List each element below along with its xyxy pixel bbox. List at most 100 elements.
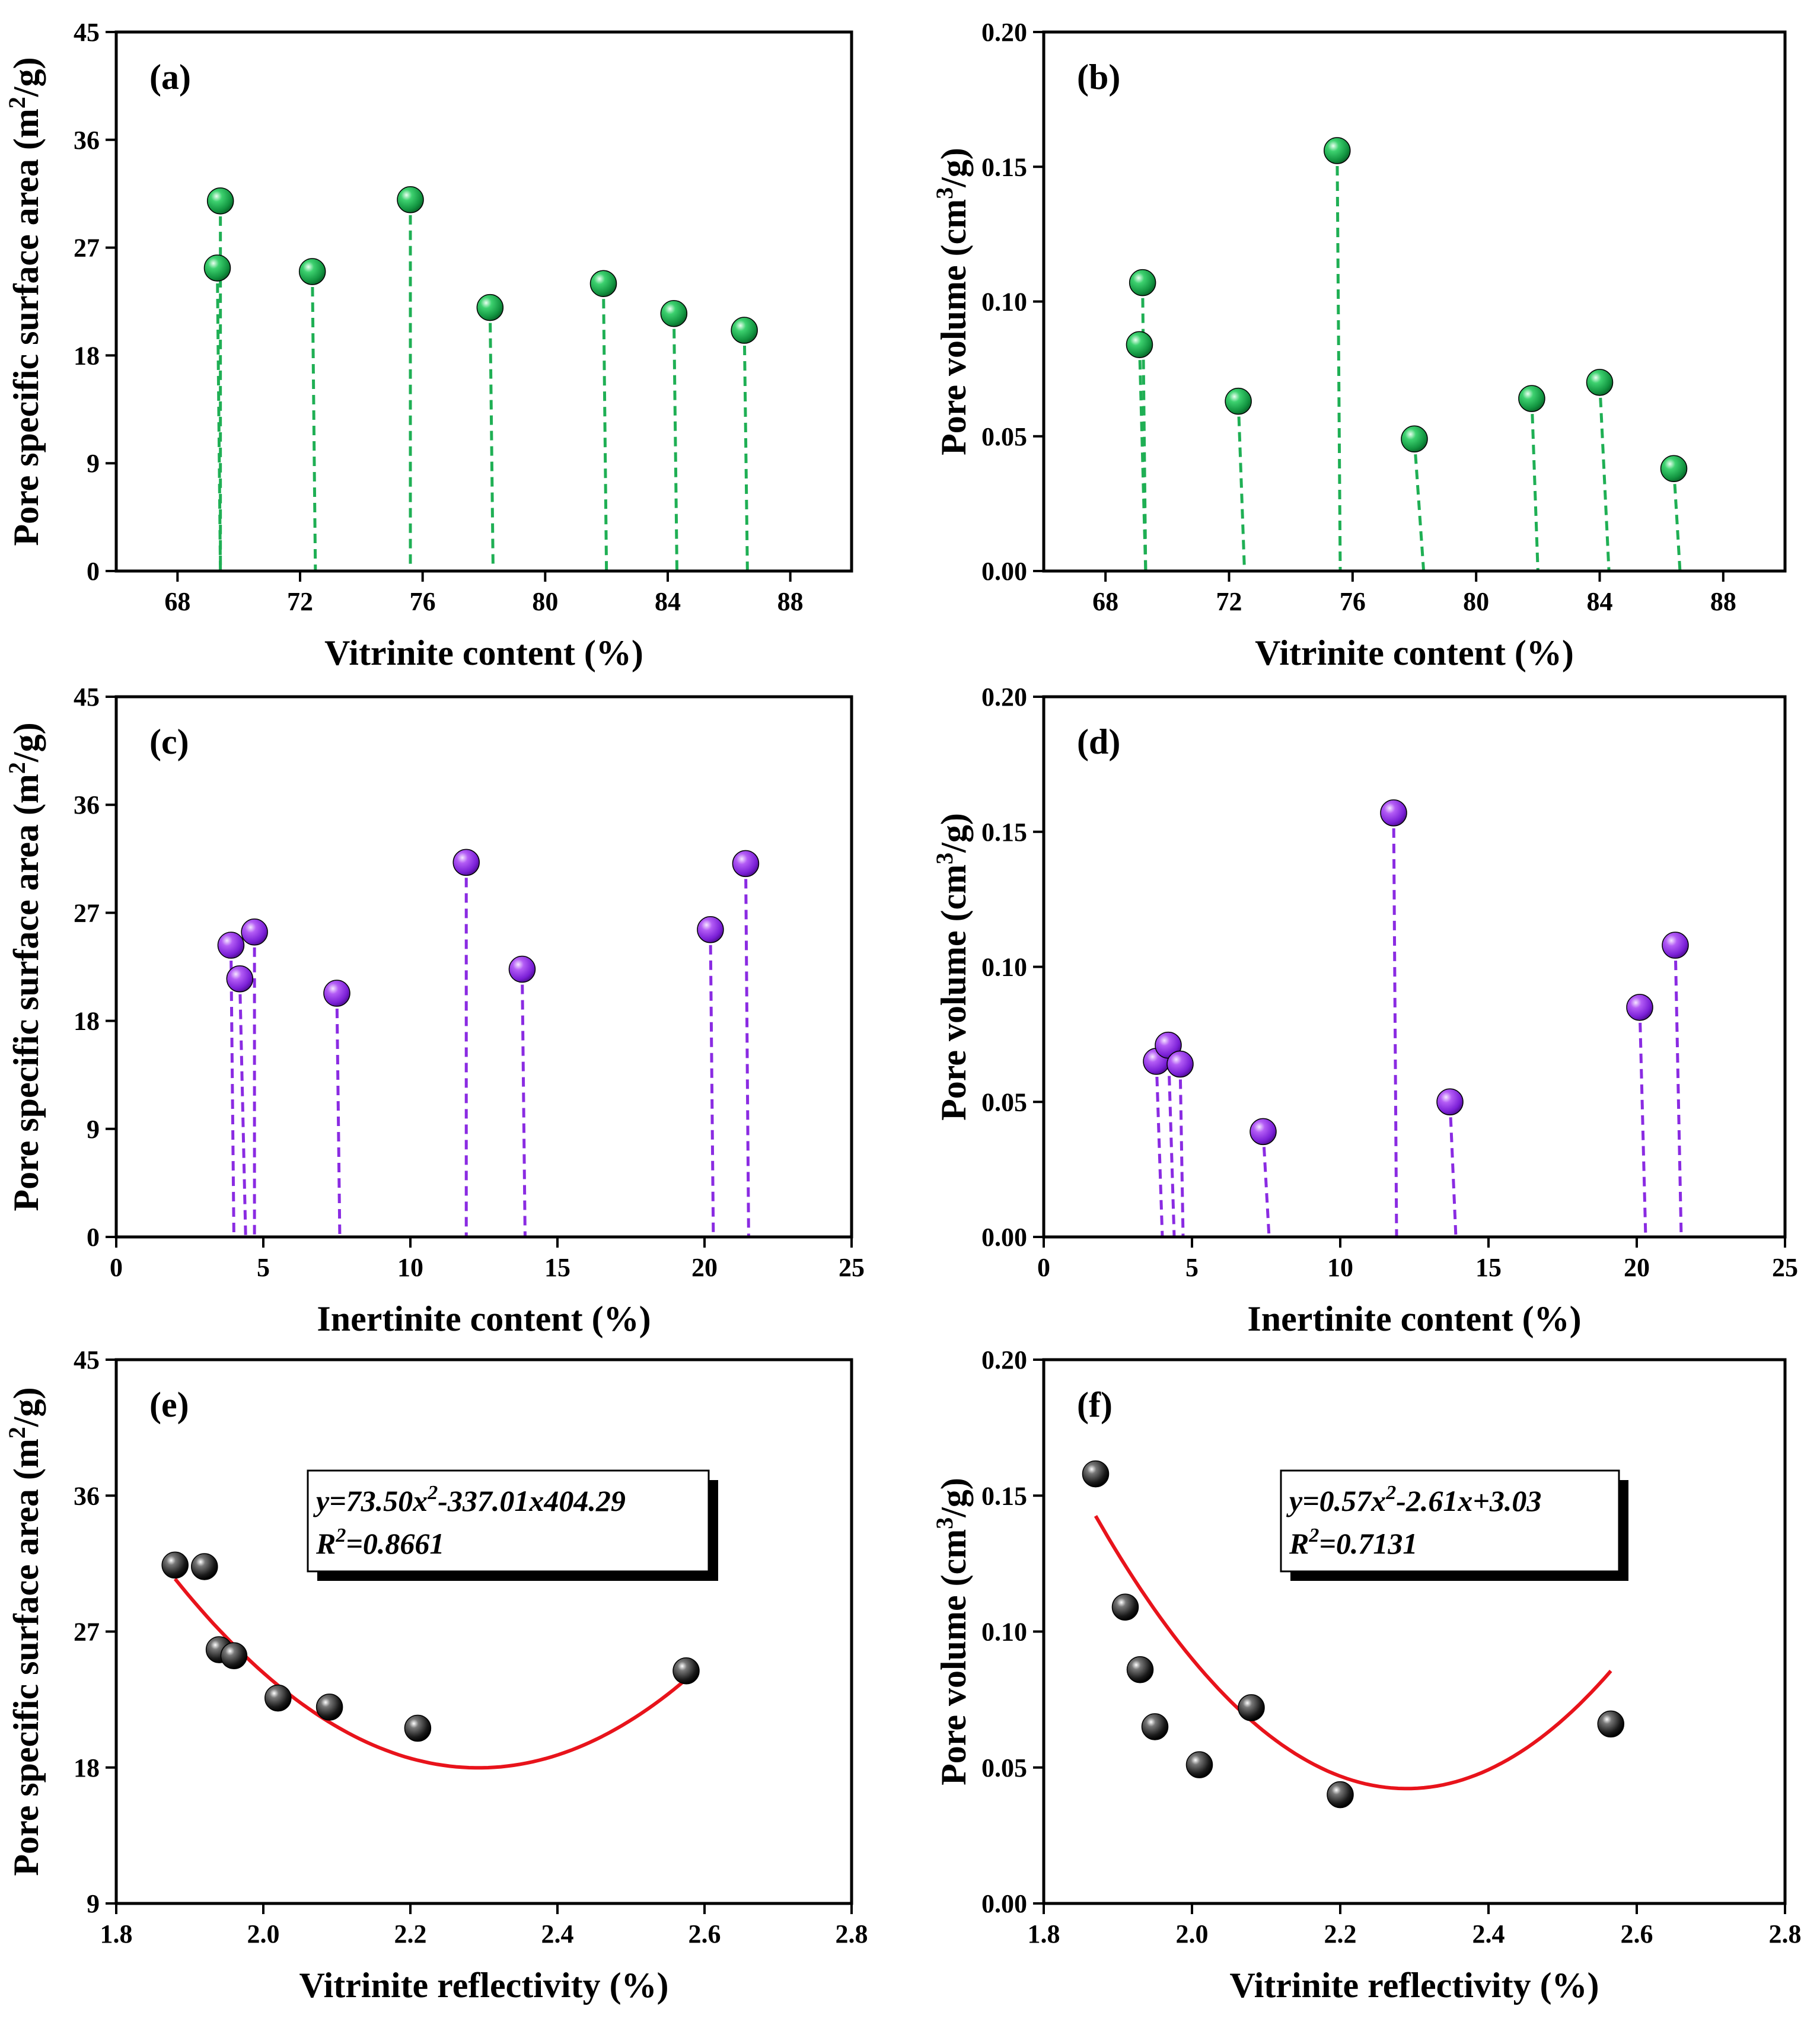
stem-line [1178, 1064, 1185, 1238]
y-axis-label-end: /g) [934, 1478, 973, 1518]
data-point [1626, 994, 1653, 1021]
data-point [217, 932, 245, 959]
data-point [1238, 1694, 1265, 1721]
x-tick-label: 2.6 [1621, 1919, 1653, 1949]
data-point [220, 1642, 248, 1670]
fit-curve [173, 1577, 687, 1770]
data-point [298, 258, 326, 285]
y-axis-label: Pore specific surface area (m2/g) [4, 1387, 46, 1876]
data-point [206, 187, 234, 215]
y-axis-label-sup: 2 [4, 97, 30, 109]
panel-f: 1.8 2.0 2.2 2.4 2.6 2.8 0.00 0.05 0.10 0.15 0.20 Vi… [931, 1345, 1802, 2005]
y-tick-label: 36 [74, 790, 100, 819]
y-axis-label-main: Pore volume (cm [934, 1529, 973, 1785]
data-point [732, 850, 760, 878]
data-point [315, 1694, 343, 1721]
stem-line [1261, 1131, 1271, 1238]
stem-line [1137, 345, 1148, 572]
data-point [660, 299, 688, 327]
y-tick-label: 0.05 [981, 1088, 1027, 1117]
x-tick-label: 72 [287, 587, 313, 616]
stem-line [1530, 398, 1539, 572]
stem-line [1413, 439, 1426, 572]
r-squared: R2=0.7131 [1289, 1525, 1417, 1560]
data-point [404, 1714, 432, 1742]
y-axis-label-end: /g) [7, 57, 46, 97]
data-point [203, 254, 231, 282]
stem-line [335, 993, 342, 1238]
data-point [1129, 269, 1156, 296]
panel-tag: (c) [149, 722, 189, 761]
y-tick-label: 0.15 [981, 818, 1027, 847]
stem-line [742, 330, 749, 572]
data-point [1586, 369, 1614, 396]
r-squared-sup: 2 [1308, 1525, 1319, 1546]
y-tick-label: 0.05 [981, 422, 1027, 451]
stem-line [1448, 1102, 1458, 1238]
x-tick-label: 76 [410, 587, 436, 616]
y-axis-label: Pore specific surface area (m2/g) [4, 57, 46, 546]
stem-line [1674, 945, 1683, 1238]
data-point [1436, 1088, 1464, 1115]
stem-line [1598, 382, 1611, 572]
x-tick-label: 2.8 [1769, 1919, 1802, 1949]
data-point [1518, 385, 1545, 412]
y-axis-label-main: Pore specific surface area (m [7, 109, 46, 546]
stem-line [1335, 150, 1342, 572]
y-axis-label: Pore specific surface area (m2/g) [4, 722, 46, 1211]
r-squared-sup: 2 [335, 1525, 346, 1546]
plot-frame [1042, 1358, 1787, 1905]
x-tick-label: 1.8 [100, 1919, 133, 1949]
fit-equation-main: y=0.57x [1286, 1484, 1386, 1517]
y-tick-label: 0.10 [981, 953, 1027, 982]
y-axis-label-end: /g) [7, 1387, 46, 1427]
y-tick-label: 9 [87, 1889, 100, 1918]
fit-equation: y=0.57x2-2.61x+3.03 [1286, 1482, 1541, 1517]
x-tick-label: 0 [110, 1253, 123, 1282]
y-tick-label: 0.15 [981, 1481, 1027, 1510]
data-point [1082, 1460, 1110, 1488]
x-tick-label: 2.8 [836, 1919, 868, 1949]
y-axis-label-main: Pore specific surface area (m [7, 774, 46, 1211]
x-tick-label: 25 [839, 1253, 865, 1282]
x-axis-label: Inertinite content (%) [1247, 1299, 1581, 1338]
y-axis-label-sup: 2 [4, 762, 30, 774]
x-axis-label: Vitrinite content (%) [1255, 633, 1574, 672]
y-tick-label: 0.10 [981, 1618, 1027, 1647]
plot-frame [1042, 695, 1787, 1239]
x-tick-label: 2.2 [394, 1919, 427, 1949]
data-point [191, 1553, 218, 1580]
fit-equation-sup: 2 [427, 1482, 438, 1504]
x-axis-label: Vitrinite reflectivity (%) [1229, 1966, 1599, 2005]
y-tick-label: 45 [74, 1345, 100, 1375]
x-tick-label: 2.4 [541, 1919, 574, 1949]
y-tick-label: 0.00 [981, 1889, 1027, 1918]
x-tick-label: 15 [1475, 1253, 1502, 1282]
x-tick-label: 2.4 [1472, 1919, 1505, 1949]
x-tick-label: 1.8 [1028, 1919, 1060, 1949]
x-tick-label: 0 [1037, 1253, 1050, 1282]
data-point [672, 1657, 700, 1685]
equation-box [1280, 1469, 1620, 1573]
x-tick-label: 68 [1092, 587, 1118, 616]
x-tick-label: 80 [532, 587, 558, 616]
data-point [1324, 137, 1351, 164]
stem-line [311, 271, 317, 572]
stem-line [520, 969, 527, 1238]
data-point [1111, 1593, 1139, 1621]
y-axis-label: Pore volume (cm3/g) [931, 1478, 973, 1785]
data-point [1141, 1713, 1169, 1740]
y-axis-label-main: Pore volume (cm [934, 865, 973, 1121]
y-tick-label: 18 [74, 1007, 100, 1036]
y-axis-label: Pore volume (cm3/g) [931, 813, 973, 1121]
stem-line [1392, 812, 1398, 1238]
plot-frame [114, 30, 853, 573]
y-tick-label: 0.20 [981, 1345, 1027, 1375]
y-tick-label: 45 [74, 683, 100, 712]
stem-line [229, 945, 235, 1238]
fit-equation-main: y=73.50x [313, 1484, 428, 1517]
data-point [731, 317, 758, 344]
data-point [697, 916, 724, 943]
data-point [264, 1684, 292, 1712]
